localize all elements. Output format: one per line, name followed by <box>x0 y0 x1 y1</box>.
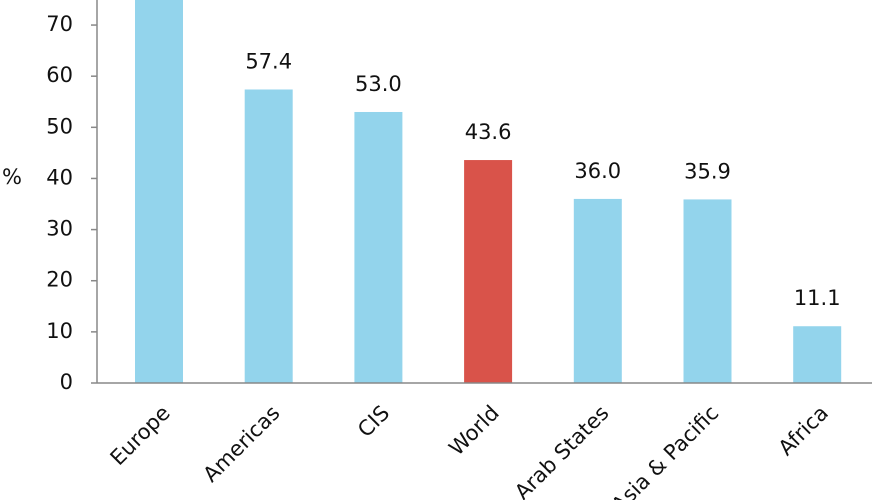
y-tick-label: 10 <box>46 319 73 343</box>
value-label: 11.1 <box>794 286 841 310</box>
y-tick-label: 50 <box>46 114 73 138</box>
y-tick-label: 30 <box>46 217 73 241</box>
y-tick-label: 20 <box>46 268 73 292</box>
y-tick-label: 70 <box>46 12 73 36</box>
x-tick-label: World <box>444 401 504 461</box>
bar <box>683 199 732 383</box>
value-label: 35.9 <box>684 159 731 183</box>
y-tick-label: 60 <box>46 63 73 87</box>
value-label: 43.6 <box>465 120 512 144</box>
bar <box>244 89 293 383</box>
x-tick-label: Europe <box>106 401 175 470</box>
bar <box>464 160 513 383</box>
x-tick-label: CIS <box>353 401 394 442</box>
value-label: 53.0 <box>355 72 402 96</box>
y-axis-label: % <box>2 165 22 189</box>
value-label: 57.4 <box>245 49 292 73</box>
y-tick-label: 0 <box>60 370 73 394</box>
x-tick-label: Arab States <box>510 401 614 500</box>
x-tick-label: Asia & Pacific <box>607 401 723 500</box>
x-tick-label: Africa <box>774 401 833 460</box>
bar <box>793 326 842 383</box>
bar <box>354 111 403 383</box>
bar <box>135 0 183 384</box>
y-tick-label: 40 <box>46 165 73 189</box>
x-tick-label: Americas <box>199 401 285 487</box>
bar <box>573 198 622 383</box>
value-label: 36.0 <box>574 159 621 183</box>
